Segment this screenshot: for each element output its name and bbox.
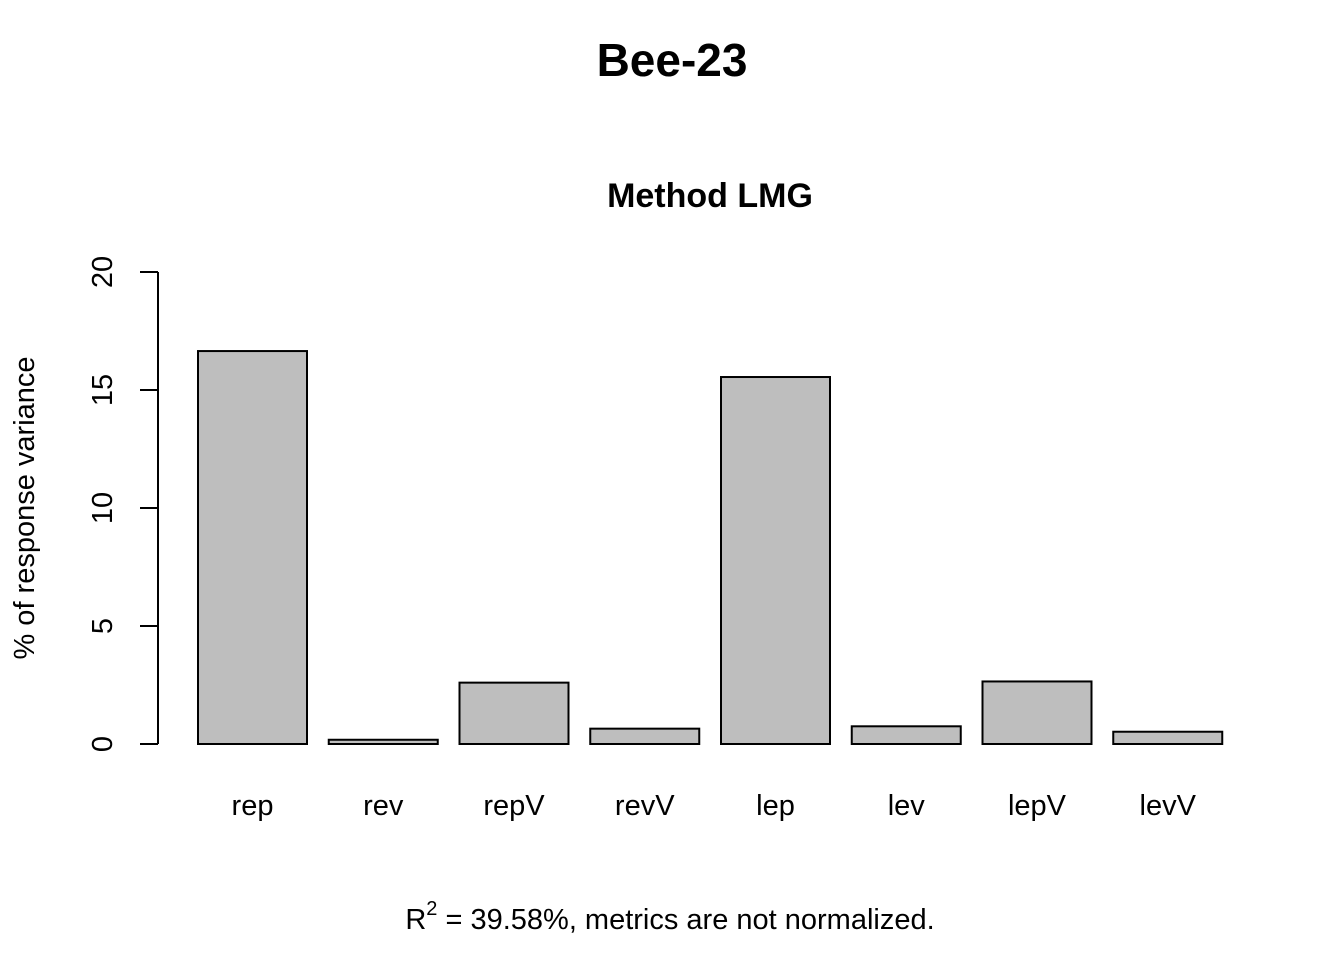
x-category-label: lep (756, 790, 795, 822)
x-category-label: levV (1140, 790, 1197, 822)
bar-rev (327, 738, 439, 746)
y-tick-label: 5 (87, 618, 119, 634)
bar-revV (589, 727, 701, 745)
chart-title: Bee-23 (597, 34, 748, 86)
bar-lev (850, 725, 962, 745)
x-category-label: revV (615, 790, 675, 822)
y-axis-label: % of response variance (9, 356, 41, 659)
y-axis: 0 5 10 15 20 (87, 256, 159, 752)
x-category-label: lepV (1008, 790, 1067, 822)
bar-repV (458, 681, 570, 746)
bar-levV (1112, 730, 1224, 746)
chart-subtitle: Method LMG (607, 177, 813, 215)
category-labels: rep rev repV revV lep lev lepV levV (232, 790, 1197, 822)
footnote-superscript: 2 (426, 898, 437, 920)
x-category-label: lev (888, 790, 926, 822)
footnote: R2 = 39.58%, metrics are not normalized. (405, 898, 934, 936)
bar-lep (720, 376, 831, 745)
y-tick-label: 20 (87, 256, 119, 288)
y-tick-label: 0 (87, 736, 119, 752)
x-category-label: rev (363, 790, 404, 822)
footnote-text: = 39.58%, metrics are not normalized. (437, 904, 934, 936)
y-tick-label: 10 (87, 492, 119, 524)
x-category-label: rep (232, 790, 274, 822)
x-category-label: repV (483, 790, 545, 822)
y-tick-label: 15 (87, 374, 119, 406)
bar-rep (197, 350, 308, 745)
bar-group (197, 350, 1224, 746)
bar-lepV (981, 680, 1093, 746)
footnote-r: R (405, 904, 426, 936)
